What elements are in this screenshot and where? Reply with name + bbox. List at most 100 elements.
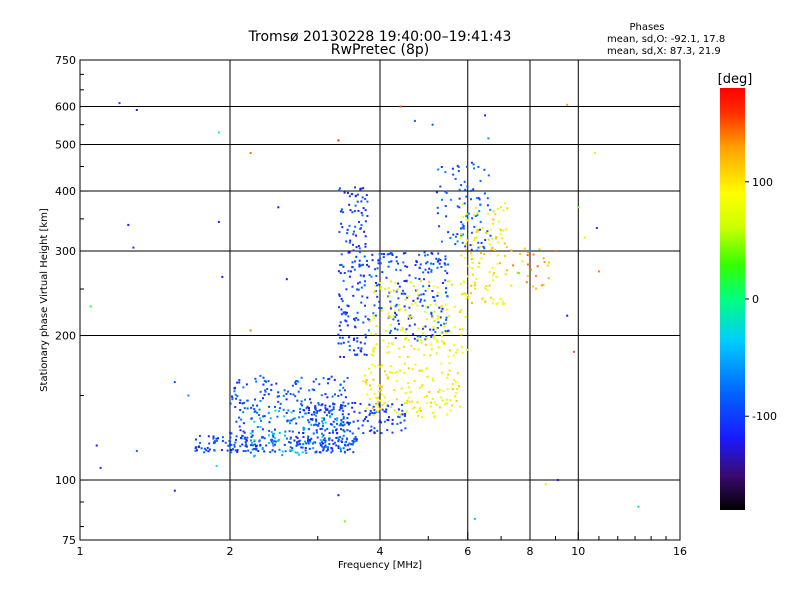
echo-point — [380, 307, 383, 310]
echo-point — [369, 397, 371, 400]
echo-point — [459, 227, 462, 230]
echo-point — [348, 344, 351, 347]
echo-point — [281, 450, 284, 453]
echo-point — [287, 390, 289, 393]
echo-point — [427, 306, 429, 309]
echo-point — [470, 231, 473, 234]
echo-point — [437, 390, 440, 393]
echo-point — [492, 298, 495, 301]
echo-point — [348, 251, 351, 254]
echo-point — [432, 326, 435, 329]
echo-point — [466, 165, 468, 168]
echo-point — [370, 429, 373, 432]
y-tick-label: 200 — [55, 330, 76, 343]
echo-point — [238, 402, 241, 404]
echo-point — [330, 451, 333, 454]
echo-point — [474, 215, 477, 217]
echo-point — [469, 244, 472, 247]
echo-point — [335, 444, 338, 447]
echo-point — [407, 317, 410, 320]
echo-point — [496, 207, 499, 210]
echo-point — [475, 278, 478, 280]
echo-point — [474, 281, 477, 284]
echo-point — [253, 408, 256, 410]
echo-point — [285, 392, 288, 395]
echo-point — [419, 300, 422, 303]
echo-point — [466, 185, 469, 188]
echo-point — [243, 401, 246, 404]
echo-point — [428, 284, 431, 287]
echo-point — [304, 440, 307, 443]
echo-point — [340, 222, 343, 225]
echo-point — [460, 254, 463, 257]
echo-point — [434, 303, 437, 306]
echo-point — [326, 396, 329, 399]
echo-point — [348, 349, 351, 352]
echo-point — [254, 377, 257, 380]
echo-point — [448, 362, 451, 365]
echo-point — [503, 302, 506, 305]
echo-point — [342, 401, 345, 404]
echo-point — [420, 298, 422, 301]
echo-point — [405, 279, 408, 282]
echo-point — [403, 292, 406, 295]
echo-point — [336, 422, 338, 425]
echo-point — [254, 410, 257, 413]
echo-point — [314, 451, 317, 454]
echo-point — [363, 255, 366, 258]
echo-point — [372, 347, 375, 350]
echo-point — [396, 288, 399, 291]
echo-point — [328, 437, 331, 440]
echo-point — [324, 393, 327, 396]
echo-point — [339, 321, 342, 324]
echo-point — [356, 337, 359, 340]
echo-point — [294, 451, 297, 454]
echo-point — [462, 292, 464, 295]
echo-point — [419, 263, 422, 266]
echo-point — [436, 294, 439, 297]
echo-point — [243, 407, 246, 410]
echo-point — [324, 444, 327, 447]
echo-point — [318, 409, 321, 412]
echo-point — [298, 439, 301, 442]
echo-point — [479, 220, 482, 223]
echo-point — [398, 285, 401, 288]
echo-point — [393, 389, 396, 392]
echo-point — [308, 409, 311, 412]
echo-point — [246, 399, 249, 402]
echo-point — [347, 423, 350, 426]
echo-point — [320, 443, 323, 446]
echo-point — [355, 438, 358, 441]
echo-point — [391, 343, 394, 346]
echo-point — [234, 441, 237, 444]
echo-point — [404, 309, 407, 311]
echo-point — [235, 420, 238, 423]
echo-point — [135, 449, 138, 452]
echo-point — [231, 395, 233, 398]
echo-point — [269, 451, 272, 454]
echo-point — [491, 246, 494, 249]
echo-point — [362, 321, 365, 324]
echo-point — [251, 448, 254, 451]
echo-point — [289, 436, 292, 439]
echo-point — [466, 239, 468, 242]
echo-point — [351, 211, 354, 214]
echo-point — [337, 436, 340, 439]
echo-point — [360, 211, 363, 214]
echo-point — [379, 389, 382, 392]
echo-point — [462, 281, 465, 284]
echo-point — [504, 273, 507, 276]
echo-point — [375, 282, 377, 284]
echo-point — [577, 206, 580, 209]
echo-point — [449, 330, 452, 333]
echo-point — [386, 345, 389, 348]
echo-point — [319, 439, 322, 442]
echo-point — [288, 430, 291, 433]
echo-point — [500, 229, 503, 232]
echo-point — [370, 332, 373, 335]
echo-point — [379, 407, 382, 410]
echo-point — [459, 236, 462, 239]
echo-point — [371, 411, 374, 414]
echo-point — [292, 393, 295, 396]
